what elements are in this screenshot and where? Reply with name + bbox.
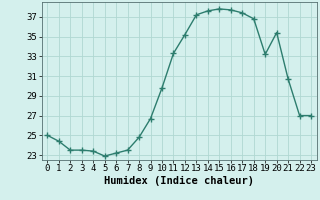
X-axis label: Humidex (Indice chaleur): Humidex (Indice chaleur) (104, 176, 254, 186)
